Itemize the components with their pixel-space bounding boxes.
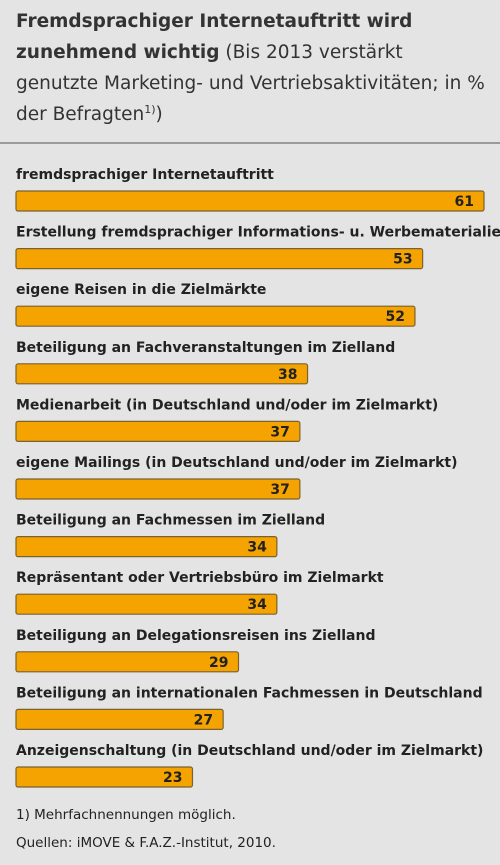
value-label: 29	[209, 655, 228, 671]
category-label: Anzeigenschaltung (in Deutschland und/od…	[16, 743, 483, 759]
bar	[15, 248, 424, 270]
category-label: eigene Mailings (in Deutschland und/oder…	[16, 455, 457, 471]
header: Fremdsprachiger Internetauftritt wird zu…	[16, 6, 486, 130]
category-label: Repräsentant oder Vertriebsbüro im Zielm…	[16, 570, 384, 586]
category-label: Medienarbeit (in Deutschland und/oder im…	[16, 397, 438, 413]
category-label: Beteiligung an Fachmessen im Zielland	[16, 513, 325, 529]
category-label: Erstellung fremdsprachiger Informations-…	[16, 225, 500, 241]
category-label: Beteiligung an Delegationsreisen ins Zie…	[16, 628, 376, 644]
value-label: 53	[393, 252, 412, 268]
footnote: 1) Mehrfachnennungen möglich.	[16, 807, 236, 823]
subtitle-end: )	[155, 104, 163, 125]
bar	[15, 190, 485, 212]
separator	[0, 142, 500, 144]
category-label: Beteiligung an internationalen Fachmesse…	[16, 685, 483, 701]
bar	[15, 535, 278, 558]
subtitle-note: 1)	[144, 102, 156, 116]
category-label: Beteiligung an Fachveranstaltungen im Zi…	[16, 340, 395, 356]
bar	[15, 363, 309, 385]
footnote: Quellen: iMOVE & F.A.Z.-Institut, 2010.	[16, 835, 276, 851]
value-label: 52	[385, 309, 404, 325]
value-label: 37	[270, 424, 289, 440]
category-label: eigene Reisen in die Zielmärkte	[16, 282, 266, 298]
value-label: 27	[194, 712, 213, 728]
bar	[15, 766, 194, 788]
value-label: 34	[247, 597, 267, 613]
chart-title: Fremdsprachiger Internetauftritt wird zu…	[16, 11, 413, 63]
subtitle: (Bis 2013 verstärkt genutzte Marketing- …	[16, 42, 485, 125]
category-label: fremdsprachiger Internetauftritt	[16, 167, 274, 183]
value-label: 34	[247, 540, 267, 556]
value-label: 37	[270, 482, 289, 498]
bar	[15, 593, 278, 615]
bar	[15, 420, 301, 442]
bar	[15, 478, 301, 500]
value-label: 61	[455, 194, 474, 210]
value-label: 23	[163, 770, 182, 786]
bar	[15, 651, 240, 673]
bar	[15, 305, 416, 327]
bar	[15, 708, 224, 731]
value-label: 38	[278, 367, 297, 383]
